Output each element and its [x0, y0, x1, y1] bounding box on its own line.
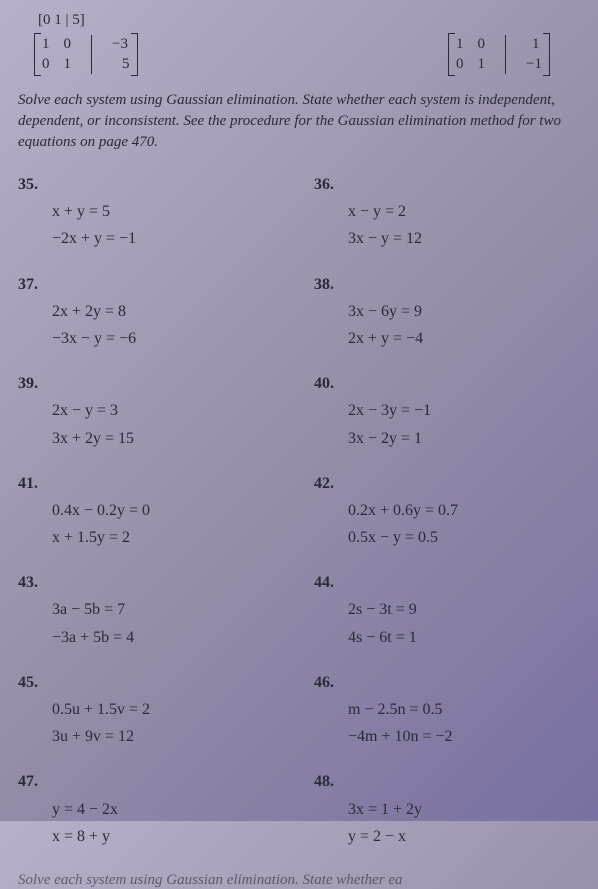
problem-number: 45. — [18, 669, 46, 696]
problem-number: 35. — [18, 171, 46, 198]
equation: 3x − 2y = 1 — [314, 425, 580, 452]
problem-47: 47.y = 4 − 2x x = 8 + y — [18, 768, 284, 850]
problem-number: 47. — [18, 768, 46, 795]
matrix-cell: 0 — [64, 35, 72, 55]
problem-number: 41. — [18, 470, 46, 497]
matrix-top-left: [0 1 | 5] — [18, 12, 85, 29]
problem-48: 48.3x = 1 + 2y y = 2 − x — [314, 768, 580, 850]
equation: 0.4x − 0.2y = 0 — [18, 497, 284, 524]
equation: 3x + 2y = 15 — [18, 425, 284, 452]
problem-number: 46. — [314, 669, 342, 696]
problem-36: 36.x − y = 2 3x − y = 12 — [314, 171, 580, 253]
matrix-cell: 1 — [42, 35, 50, 55]
instructions-text: Solve each system using Gaussian elimina… — [18, 90, 580, 153]
problem-number: 39. — [18, 370, 46, 397]
matrix-cell: 0 — [42, 55, 50, 75]
equation: 3x = 1 + 2y — [314, 796, 580, 823]
matrix-cell: −3 — [112, 35, 128, 55]
matrix-cell: 1 — [456, 35, 464, 55]
equation: 2x + 2y = 8 — [18, 298, 284, 325]
matrix-cell: 1 — [478, 55, 486, 75]
problem-number: 43. — [18, 569, 46, 596]
problem-40: 40.2x − 3y = −1 3x − 2y = 1 — [314, 370, 580, 452]
problem-43: 43.3a − 5b = 7 −3a + 5b = 4 — [18, 569, 284, 651]
problem-38: 38.3x − 6y = 9 2x + y = −4 — [314, 271, 580, 353]
problem-number: 44. — [314, 569, 342, 596]
problem-number: 36. — [314, 171, 342, 198]
problem-45: 45.0.5u + 1.5v = 2 3u + 9v = 12 — [18, 669, 284, 751]
equation: 2s − 3t = 9 — [314, 596, 580, 623]
footer-instruction: Solve each system using Gaussian elimina… — [18, 872, 580, 889]
problem-number: 40. — [314, 370, 342, 397]
problem-42: 42.0.2x + 0.6y = 0.7 0.5x − y = 0.5 — [314, 470, 580, 552]
matrix-cell: 1 — [526, 35, 540, 55]
matrices-row: 1 0 −3 0 1 5 1 0 1 0 1 −1 — [18, 33, 580, 76]
equation: 2x + y = −4 — [314, 325, 580, 352]
equation: 2x − y = 3 — [18, 397, 284, 424]
equation: x + 1.5y = 2 — [18, 524, 284, 551]
matrix-cell: 5 — [112, 55, 130, 75]
equation: 3u + 9v = 12 — [18, 723, 284, 750]
equation: 0.5x − y = 0.5 — [314, 524, 580, 551]
problems-grid: 35.x + y = 5 −2x + y = −1 36.x − y = 2 3… — [18, 171, 580, 850]
equation: 0.5u + 1.5v = 2 — [18, 696, 284, 723]
equation: 2x − 3y = −1 — [314, 397, 580, 424]
equation: −3a + 5b = 4 — [18, 624, 284, 651]
problem-41: 41.0.4x − 0.2y = 0 x + 1.5y = 2 — [18, 470, 284, 552]
equation: y = 4 − 2x — [18, 796, 284, 823]
matrix-cell: −1 — [526, 55, 542, 75]
equation: −4m + 10n = −2 — [314, 723, 580, 750]
equation: −3x − y = −6 — [18, 325, 284, 352]
matrix-cell: 1 — [64, 55, 72, 75]
equation: −2x + y = −1 — [18, 225, 284, 252]
problem-number: 42. — [314, 470, 342, 497]
problem-number: 48. — [314, 768, 342, 795]
equation: 3x − y = 12 — [314, 225, 580, 252]
matrix-left: 1 0 −3 0 1 5 — [34, 33, 138, 76]
problem-37: 37.2x + 2y = 8 −3x − y = −6 — [18, 271, 284, 353]
equation: y = 2 − x — [314, 823, 580, 850]
equation: x − y = 2 — [314, 198, 580, 225]
equation: 3a − 5b = 7 — [18, 596, 284, 623]
equation: 4s − 6t = 1 — [314, 624, 580, 651]
problem-39: 39.2x − y = 3 3x + 2y = 15 — [18, 370, 284, 452]
matrix-right: 1 0 1 0 1 −1 — [448, 33, 550, 76]
problem-46: 46.m − 2.5n = 0.5 −4m + 10n = −2 — [314, 669, 580, 751]
equation: 3x − 6y = 9 — [314, 298, 580, 325]
matrix-cell: 0 — [478, 35, 486, 55]
equation: x + y = 5 — [18, 198, 284, 225]
problem-number: 38. — [314, 271, 342, 298]
problem-35: 35.x + y = 5 −2x + y = −1 — [18, 171, 284, 253]
equation: 0.2x + 0.6y = 0.7 — [314, 497, 580, 524]
matrix-cell: 0 — [456, 55, 464, 75]
problem-44: 44.2s − 3t = 9 4s − 6t = 1 — [314, 569, 580, 651]
equation: x = 8 + y — [18, 823, 284, 850]
equation: m − 2.5n = 0.5 — [314, 696, 580, 723]
matrices-top-row: [0 1 | 5] — [18, 12, 580, 29]
problem-number: 37. — [18, 271, 46, 298]
